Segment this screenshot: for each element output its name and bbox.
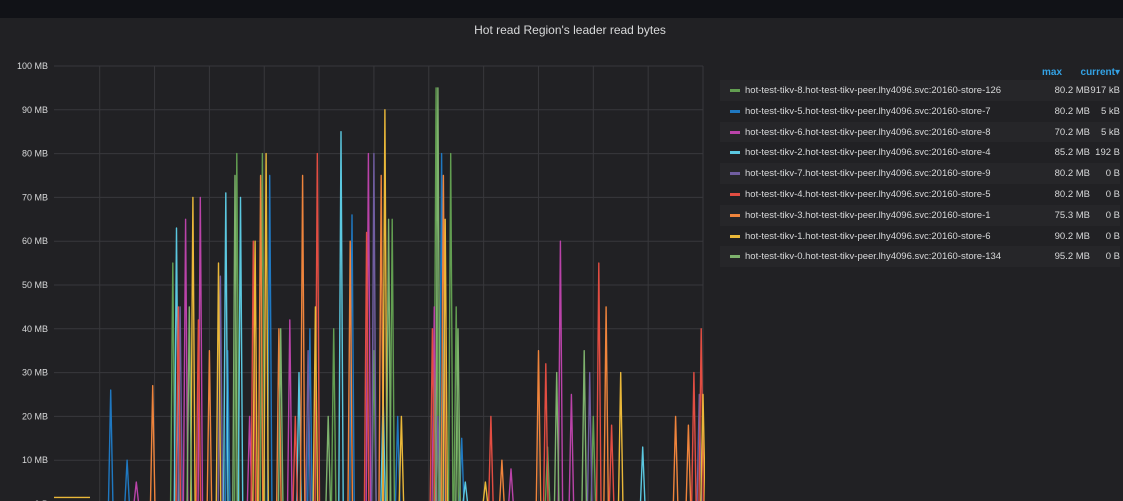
legend-max-header[interactable]: max — [1041, 67, 1062, 78]
y-tick-label: 80 MB — [22, 149, 48, 159]
y-tick-label: 40 MB — [22, 324, 48, 334]
legend-series-name[interactable]: hot-test-tikv-3.hot-test-tikv-peer.lhy40… — [745, 209, 991, 221]
series-line[interactable] — [54, 109, 705, 501]
legend-item[interactable]: hot-test-tikv-5.hot-test-tikv-peer.lhy40… — [720, 101, 1120, 122]
legend-item[interactable]: hot-test-tikv-8.hot-test-tikv-peer.lhy40… — [720, 80, 1120, 101]
legend-series-name[interactable]: hot-test-tikv-5.hot-test-tikv-peer.lhy40… — [745, 105, 991, 117]
legend-max-value: 80.2 MB — [1054, 168, 1090, 180]
legend-item[interactable]: hot-test-tikv-4.hot-test-tikv-peer.lhy40… — [720, 184, 1120, 205]
legend-current-value: 0 B — [1105, 230, 1120, 242]
series-line[interactable] — [54, 87, 703, 501]
legend-item[interactable]: hot-test-tikv-6.hot-test-tikv-peer.lhy40… — [720, 121, 1120, 143]
legend-swatch[interactable] — [730, 89, 740, 92]
legend-header: max current▾ — [720, 64, 1120, 80]
panel-title[interactable]: Hot read Region's leader read bytes — [474, 23, 666, 37]
legend-series-name[interactable]: hot-test-tikv-6.hot-test-tikv-peer.lhy40… — [745, 126, 991, 138]
legend-swatch[interactable] — [730, 213, 740, 217]
legend-swatch[interactable] — [730, 172, 740, 176]
legend-swatch[interactable] — [730, 109, 740, 113]
legend-current-value: 192 B — [1095, 147, 1120, 159]
legend-max-value: 85.2 MB — [1054, 147, 1090, 159]
y-tick-label: 60 MB — [22, 236, 48, 246]
y-tick-label: 70 MB — [22, 192, 48, 202]
series-line[interactable] — [54, 152, 703, 501]
series-line[interactable] — [54, 152, 705, 501]
series-line[interactable] — [54, 174, 703, 501]
legend-series-name[interactable]: hot-test-tikv-8.hot-test-tikv-peer.lhy40… — [745, 85, 1002, 96]
legend-current-value: 917 kB — [1090, 85, 1120, 96]
legend-swatch[interactable] — [730, 192, 740, 196]
legend-current-value: 5 kB — [1100, 105, 1120, 117]
legend-series-name[interactable]: hot-test-tikv-0.hot-test-tikv-peer.lhy40… — [745, 251, 1002, 263]
graph-panel: Hot read Region's leader read bytes 0 B 1… — [0, 18, 1123, 501]
legend-current-value: 0 B — [1105, 251, 1120, 263]
legend-series-name[interactable]: hot-test-tikv-2.hot-test-tikv-peer.lhy40… — [745, 147, 991, 159]
y-tick-label: 0 B — [34, 499, 48, 501]
y-tick-label: 30 MB — [22, 368, 48, 378]
legend-max-value: 75.3 MB — [1054, 209, 1090, 221]
legend-max-value: 80.2 MB — [1054, 105, 1090, 117]
legend-item[interactable]: hot-test-tikv-3.hot-test-tikv-peer.lhy40… — [720, 204, 1120, 226]
legend-current-value: 5 kB — [1100, 126, 1120, 138]
chart-plot[interactable]: 0 B 10 MB 20 MB 30 MB 40 MB 50 MB 60 MB 70 MB 80… — [0, 36, 705, 501]
legend-series-name[interactable]: hot-test-tikv-7.hot-test-tikv-peer.lhy40… — [745, 168, 991, 180]
legend-item[interactable]: hot-test-tikv-0.hot-test-tikv-peer.lhy40… — [720, 246, 1120, 268]
legend-swatch[interactable] — [730, 234, 740, 238]
y-tick-label: 100 MB — [17, 61, 48, 71]
legend-item[interactable]: hot-test-tikv-7.hot-test-tikv-peer.lhy40… — [720, 163, 1120, 184]
y-tick-label: 10 MB — [22, 455, 48, 465]
y-tick-label: 90 MB — [22, 105, 48, 115]
legend-current-header[interactable]: current▾ — [1080, 67, 1120, 78]
legend-max-value: 95.2 MB — [1054, 251, 1090, 263]
series-line[interactable] — [54, 152, 703, 501]
legend-max-value: 80.2 MB — [1054, 188, 1090, 200]
legend-current-value: 0 B — [1105, 209, 1120, 221]
legend-rows: hot-test-tikv-8.hot-test-tikv-peer.lhy40… — [720, 80, 1120, 268]
legend-swatch[interactable] — [730, 130, 740, 134]
chart-series — [54, 87, 705, 501]
legend-max-value: 90.2 MB — [1054, 230, 1090, 242]
legend-series-name[interactable]: hot-test-tikv-4.hot-test-tikv-peer.lhy40… — [745, 188, 991, 200]
legend-max-value: 70.2 MB — [1054, 126, 1090, 138]
legend-item[interactable]: hot-test-tikv-1.hot-test-tikv-peer.lhy40… — [720, 226, 1120, 247]
legend-swatch[interactable] — [730, 255, 740, 259]
legend-current-value: 0 B — [1105, 168, 1120, 180]
legend-max-value: 80.2 MB — [1054, 85, 1090, 96]
series-line[interactable] — [54, 87, 703, 501]
legend-item[interactable]: hot-test-tikv-2.hot-test-tikv-peer.lhy40… — [720, 142, 1120, 163]
legend-swatch[interactable] — [730, 151, 740, 155]
y-tick-label: 20 MB — [22, 411, 48, 421]
legend-current-value: 0 B — [1105, 188, 1120, 200]
y-tick-label: 50 MB — [22, 280, 48, 290]
y-axis-ticks: 0 B 10 MB 20 MB 30 MB 40 MB 50 MB 60 MB 70 MB 80… — [17, 61, 48, 501]
legend-series-name[interactable]: hot-test-tikv-1.hot-test-tikv-peer.lhy40… — [745, 230, 991, 242]
series-line[interactable] — [54, 131, 703, 501]
